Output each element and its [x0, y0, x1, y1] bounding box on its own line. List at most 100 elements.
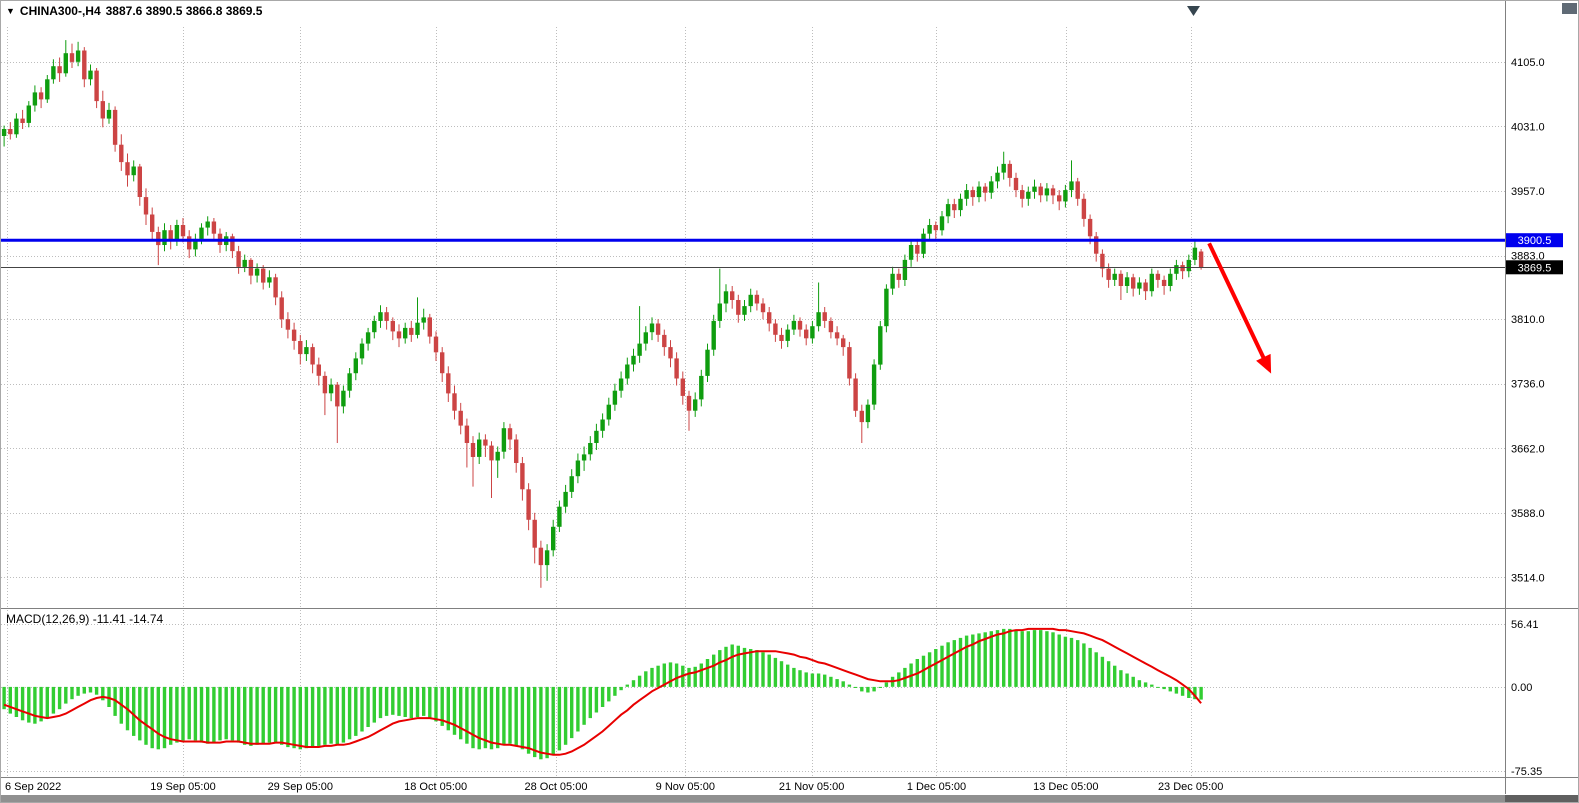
macd-bar: [323, 686, 327, 745]
macd-bar: [169, 686, 173, 745]
candle-body: [804, 329, 809, 339]
candle: [606, 397, 611, 426]
candle: [384, 307, 389, 330]
candle: [1198, 249, 1204, 270]
candle-body: [1001, 163, 1006, 173]
macd-bar: [193, 686, 198, 741]
trend-arrow-head[interactable]: [1256, 353, 1272, 374]
candle: [94, 68, 99, 109]
candle-body: [63, 53, 68, 74]
candle-body: [797, 320, 803, 330]
candle: [82, 47, 87, 88]
macd-signal-line: [3, 627, 1202, 756]
macd-bar: [255, 686, 259, 745]
candle: [1081, 193, 1087, 227]
macd-bar: [526, 686, 531, 754]
candle: [637, 306, 642, 363]
candle-body: [1038, 186, 1043, 196]
candle: [205, 216, 210, 236]
candle: [63, 40, 68, 77]
candle: [20, 109, 25, 129]
candle-body: [921, 233, 926, 254]
macd-bar: [582, 686, 586, 725]
y-axis-tick: 3957.0: [1511, 186, 1545, 198]
candle: [668, 340, 673, 368]
macd-bar: [927, 652, 932, 687]
candle: [440, 347, 445, 382]
candle-body: [859, 410, 864, 423]
trend-arrow-line[interactable]: [1207, 242, 1268, 364]
candle: [760, 298, 766, 320]
macd-bar: [483, 686, 488, 749]
x-axis-tick: 29 Sep 05:00: [268, 781, 333, 793]
candle-body: [699, 375, 704, 400]
candle: [1057, 190, 1062, 211]
macd-bar: [329, 686, 333, 744]
candle-body: [298, 341, 303, 355]
macd-bar: [687, 667, 691, 687]
candle-body: [1081, 198, 1087, 219]
macd-bar: [267, 686, 272, 743]
macd-bar: [138, 686, 142, 741]
candle-body: [680, 378, 685, 396]
candle-body: [162, 230, 167, 245]
candle-body: [668, 347, 673, 359]
candle-body: [730, 291, 735, 300]
candle: [26, 101, 31, 128]
candle: [841, 334, 846, 356]
macd-bar: [631, 680, 636, 687]
candle-body: [45, 79, 50, 100]
candle: [162, 223, 167, 252]
macd-bar: [341, 686, 346, 743]
candle-body: [649, 323, 655, 333]
candle-body: [871, 364, 877, 405]
candle-body: [205, 221, 210, 228]
candle-body: [878, 326, 883, 365]
y-axis-tick: 3736.0: [1511, 379, 1545, 391]
candle-body: [316, 364, 321, 376]
macd-bar: [570, 686, 574, 739]
candle-body: [328, 384, 334, 394]
candle: [433, 331, 439, 361]
candle: [822, 307, 827, 328]
x-axis-tick: 19 Sep 05:00: [150, 781, 215, 793]
candle: [180, 218, 186, 243]
candle-body: [267, 277, 272, 283]
candle-body: [464, 425, 470, 443]
candle: [421, 308, 426, 330]
macd-bar: [199, 686, 204, 743]
candle: [211, 218, 217, 241]
candle-body: [174, 225, 180, 241]
candle-body: [618, 378, 624, 391]
macd-bar: [594, 686, 599, 713]
macd-bar: [20, 686, 25, 721]
macd-bar: [829, 676, 833, 687]
candle-body: [20, 118, 25, 123]
candle: [483, 434, 488, 457]
macd-bar: [224, 686, 228, 740]
candle-body: [526, 489, 531, 520]
macd-bar: [181, 686, 185, 741]
macd-bar: [1137, 680, 1142, 687]
candle: [1124, 272, 1130, 293]
candle: [865, 399, 871, 429]
macd-bar: [94, 686, 99, 695]
candle: [1044, 183, 1050, 202]
candle: [631, 348, 636, 372]
macd-bar: [1143, 682, 1148, 687]
candle-body: [908, 245, 914, 260]
horizontal-scrollbar[interactable]: [1, 795, 1579, 803]
macd-bar: [2, 686, 6, 710]
candle-body: [884, 288, 889, 327]
candle: [970, 186, 975, 206]
candle-body: [347, 373, 352, 391]
candle-body: [236, 251, 241, 267]
candle-body: [551, 526, 556, 551]
candle-body: [674, 358, 679, 379]
candle-body: [538, 547, 544, 566]
macd-bar: [27, 686, 31, 723]
macd-bar: [372, 686, 376, 723]
candle-body: [1026, 191, 1031, 199]
candle-body: [1020, 190, 1025, 199]
